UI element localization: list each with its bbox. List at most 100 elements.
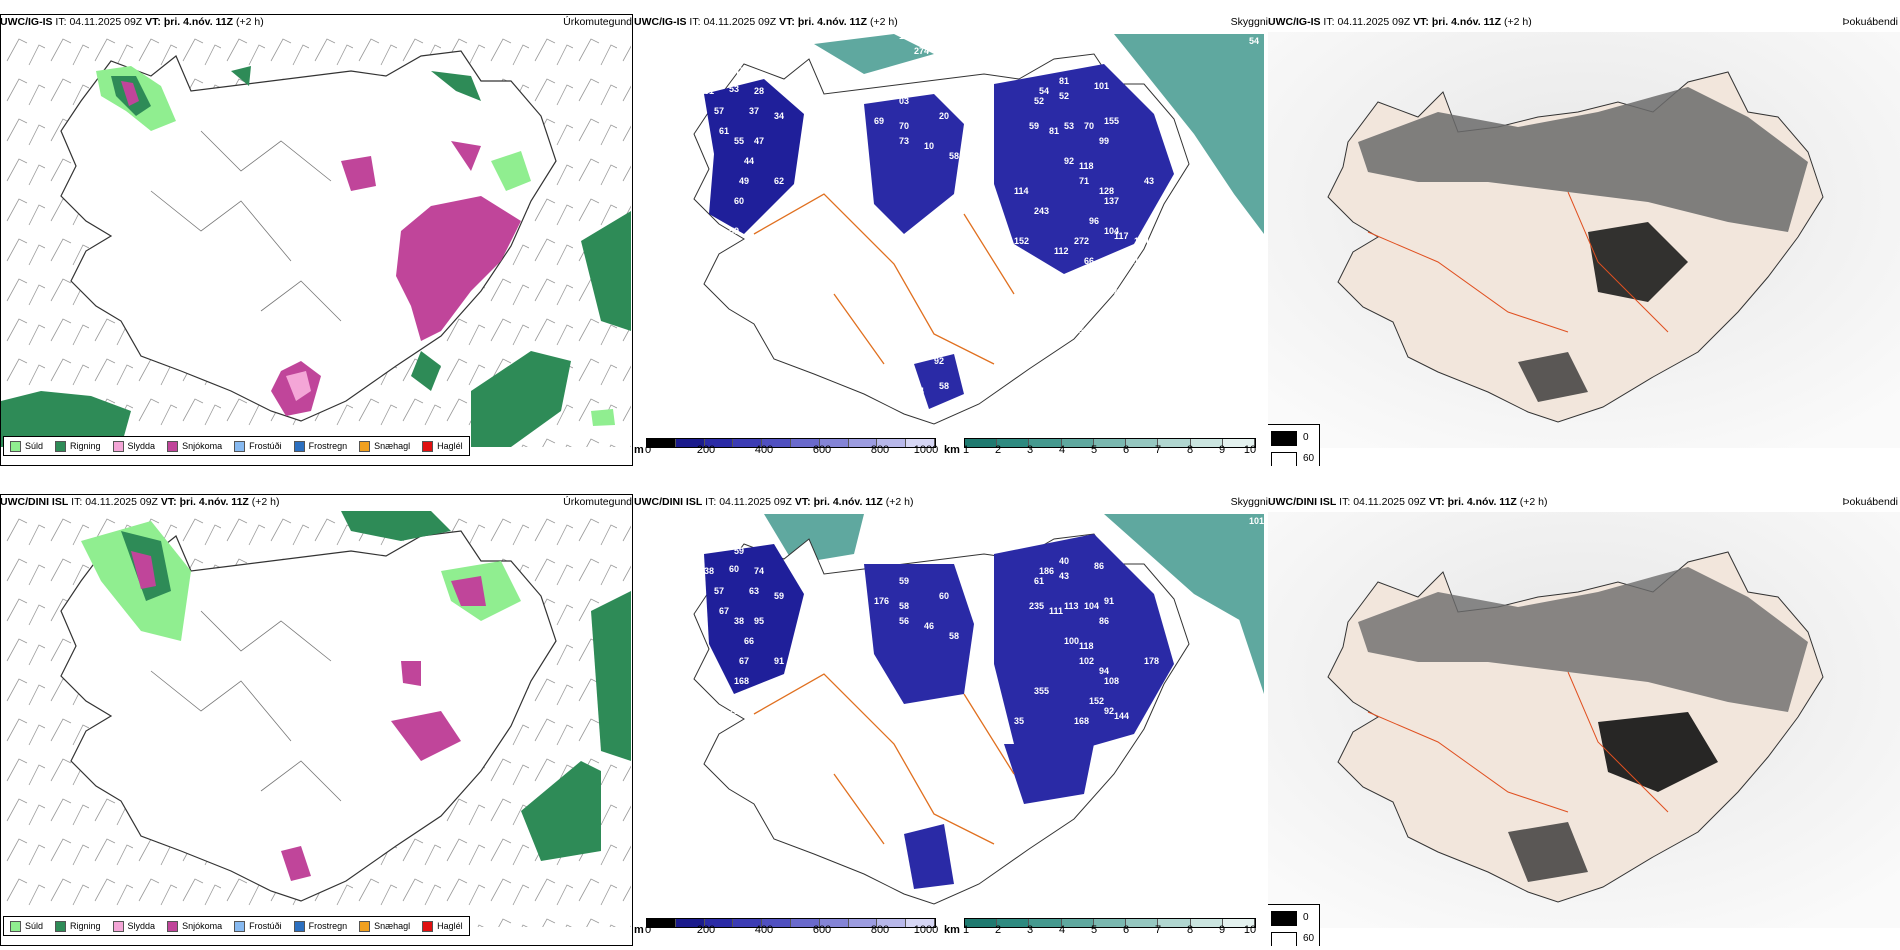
cloud-base-value: 57 [714,106,724,116]
cloud-base-value: 58 [899,601,909,611]
cloud-base-value: 92 [934,356,944,366]
cloud-base-value: 70 [1084,121,1094,131]
panel-header: UWC/DINI ISL IT: 04.11.2025 09Z VT: þri.… [0,496,632,508]
cloud-base-value: 52 [1059,91,1069,101]
cloud-base-value: 186 [1039,566,1054,576]
cloud-base-value: 20 [939,111,949,121]
cloud-base-value: 117 [1114,231,1129,241]
cloud-base-value: 61 [719,126,729,136]
cloud-base-value: 101 [1094,81,1109,91]
visibility-colorbar: km 1 2 3 4 5 6 7 8 9 10 [944,918,1259,942]
cloud-base-value: 62 [774,176,784,186]
fog-index-panel-top: UWC/IG-IS IT: 04.11.2025 09Z VT: þri. 4.… [1268,14,1900,466]
panel-title: Skyggni [1230,496,1268,508]
cloud-base-value: 60 [939,591,949,601]
cloud-base-value: 47 [734,66,744,76]
cloud-base-value: 176 [874,596,889,606]
cloud-base-unit: m [634,444,644,456]
precip-legend-item: Frostregn [293,920,347,932]
cloud-base-value: 59 [729,226,739,236]
cloud-base-value: 54 [1039,86,1049,96]
precip-patches [1,66,631,447]
iceland-outline [60,530,557,902]
cloud-base-value: 71 [1079,176,1089,186]
cloud-base-value: 63 [704,221,714,231]
cloud-base-value: 243 [1034,206,1049,216]
visibility-colorbar: km 1 2 3 4 5 6 7 8 9 10 [944,438,1259,462]
panel-title: Úrkomutegund [563,496,632,508]
model-name: UWC/IG-IS [0,16,53,28]
cloud-base-value: 98 [1104,276,1114,286]
it-value: 04.11.2025 09Z [69,16,143,28]
cloud-base-value: 152 [1014,266,1029,276]
cloud-base-value: 65 [1074,326,1084,336]
cloud-base-value: 111 [1049,606,1063,616]
cloud-base-value: 118 [1079,161,1094,171]
precip-legend-item: Súld [10,440,43,452]
precip-legend: Súld Rigning Slydda Snjókoma Frostúði Fr… [3,436,470,456]
precip-type-panel-top: UWC/IG-IS IT: 04.11.2025 09Z VT: þri. 4.… [0,14,634,466]
cloud-base-value: 91 [914,526,924,536]
precip-map-svg [1,31,631,447]
cloud-base-value: 94 [1099,666,1109,676]
lead-time: (+2 h) [236,16,264,28]
cloud-base-value: 73 [899,136,909,146]
visibility-map: 47 51 53 28 57 37 34 61 55 47 44 49 62 60 63 59 274 126 69… [634,34,1264,434]
visibility-unit: km [944,924,960,936]
panel-header: UWC/IG-IS IT: 04.11.2025 09Z VT: þri. 4.… [634,16,1268,28]
cloud-base-value: 44 [914,386,924,396]
cloud-base-value: 99 [1099,136,1109,146]
visibility-map: 59 38 60 74 57 63 59 67 38 95 66 67 91 168 111 212 91 133… [634,514,1264,914]
fog-map-svg [1268,512,1900,928]
precip-legend: Súld Rigning Slydda Snjókoma Frostúði Fr… [3,916,470,936]
cloud-base-value: 59 [774,591,784,601]
cloud-base-value: 35 [1014,716,1024,726]
cloud-base-value: 38 [704,566,714,576]
cloud-base-value: 54 [1249,36,1259,46]
cloud-base-value: 91 [774,656,784,666]
cloud-base-value: 58 [949,631,959,641]
cloud-base-value: 112 [1054,246,1069,256]
precip-legend-item: Haglél [422,440,463,452]
cloud-base-value: 74 [754,566,764,576]
fog-map-svg [1268,32,1900,448]
cloud-base-value: 67 [739,656,749,666]
cloud-base-unit: m [634,924,644,936]
cloud-base-value: 155 [1034,296,1049,306]
cloud-base-value: 47 [754,136,764,146]
cloud-base-value: 113 [1064,601,1079,611]
cloud-base-value: 52 [1034,96,1044,106]
cloud-base-value: 60 [729,564,739,574]
cloud-base-value: 104 [1104,226,1119,236]
cloud-base-value: 59 [899,576,909,586]
precip-legend-item: Snæhagl [359,920,410,932]
cloud-base-value: 55 [734,136,744,146]
panel-header: UWC/DINI ISL IT: 04.11.2025 09Z VT: þri.… [634,496,1268,508]
cloud-base-value: 44 [744,156,754,166]
cloud-base-value: 126 [899,34,914,41]
cloud-base-value: 144 [1114,711,1129,721]
precip-legend-item: Slydda [112,920,155,932]
cloud-base-value: 53 [729,84,739,94]
cloud-base-value: 63 [749,586,759,596]
cloud-base-value: 37 [749,106,759,116]
precip-map-svg [1,511,631,927]
cloud-base-value: 168 [1084,346,1099,356]
precip-legend-item: Slydda [112,440,155,452]
cloud-base-value: 86 [1099,616,1109,626]
cloud-base-value: 137 [1104,196,1119,206]
panel-title: Þokuábendi [1842,16,1898,28]
cloud-base-value: 49 [739,176,749,186]
cloud-base-value: 178 [1144,656,1159,666]
cloud-base-value: 152 [1014,236,1029,246]
panel-title: Úrkomutegund [563,16,632,28]
cloud-base-value: 10 [924,141,934,151]
fog-map [1268,32,1900,448]
cloud-base-value: 240 [1044,316,1059,326]
cloud-base-value: 108 [1134,256,1149,266]
cloud-base-value: 59 [1029,121,1039,131]
cloud-base-value: 43 [1059,571,1069,581]
cloud-base-value: 70 [899,121,909,131]
cloud-base-value: 152 [1089,696,1104,706]
